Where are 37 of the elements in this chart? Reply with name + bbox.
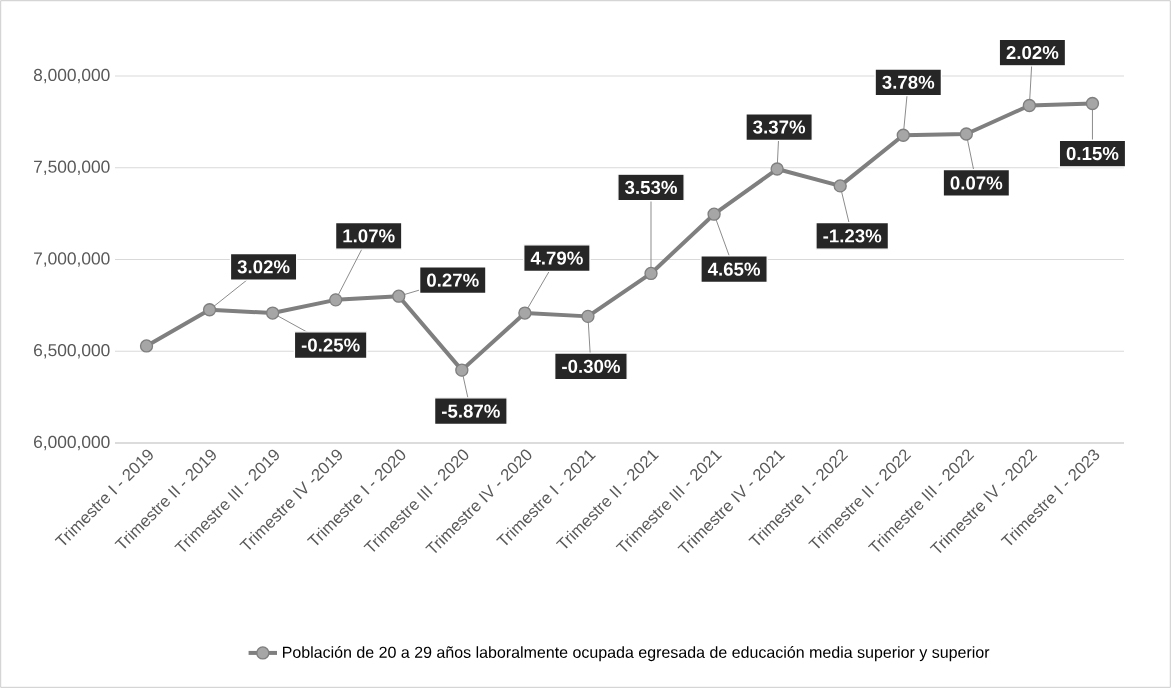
annotation: -5.87% <box>441 404 500 418</box>
point <box>139 339 154 353</box>
point <box>1085 96 1100 111</box>
annotation: 0.15% <box>1066 146 1119 161</box>
annotation: 3.78% <box>882 75 935 89</box>
y-tick-label: 8,000,000 <box>33 68 110 84</box>
annotation: -1.23% <box>823 229 882 243</box>
annotation: 4.79% <box>530 251 583 265</box>
annotation: -0.25% <box>301 338 360 352</box>
annotation: 2.02% <box>1006 45 1059 60</box>
annotation: 3.53% <box>624 180 677 195</box>
point <box>329 293 343 307</box>
point <box>896 128 910 142</box>
annotation: 0.27% <box>427 273 479 287</box>
point <box>392 289 406 303</box>
annotation: 3.02% <box>237 260 290 274</box>
point <box>644 266 658 281</box>
annotation: 1.07% <box>343 229 395 243</box>
point <box>707 207 721 221</box>
point <box>581 309 595 324</box>
y-tick-label: 6,000,000 <box>34 435 110 451</box>
y-tick-label: 7,500,000 <box>34 160 110 175</box>
point <box>265 306 280 320</box>
legend-label: Población de 20 a 29 años laboralmente ocupada egresada de educación media superior y superior <box>283 646 990 662</box>
point <box>202 303 217 317</box>
annotation: 3.37% <box>753 120 806 134</box>
point <box>770 162 784 176</box>
y-tick-label: 7,000,000 <box>34 252 110 267</box>
annotation: -0.30% <box>562 359 621 373</box>
point <box>455 363 469 377</box>
y-tick-label: 6,500,000 <box>34 344 110 359</box>
point <box>833 179 847 193</box>
annotation: 0.07% <box>950 176 1003 190</box>
annotation: 4.65% <box>707 262 761 276</box>
point <box>959 127 973 141</box>
point <box>518 306 532 320</box>
point <box>1022 98 1037 113</box>
